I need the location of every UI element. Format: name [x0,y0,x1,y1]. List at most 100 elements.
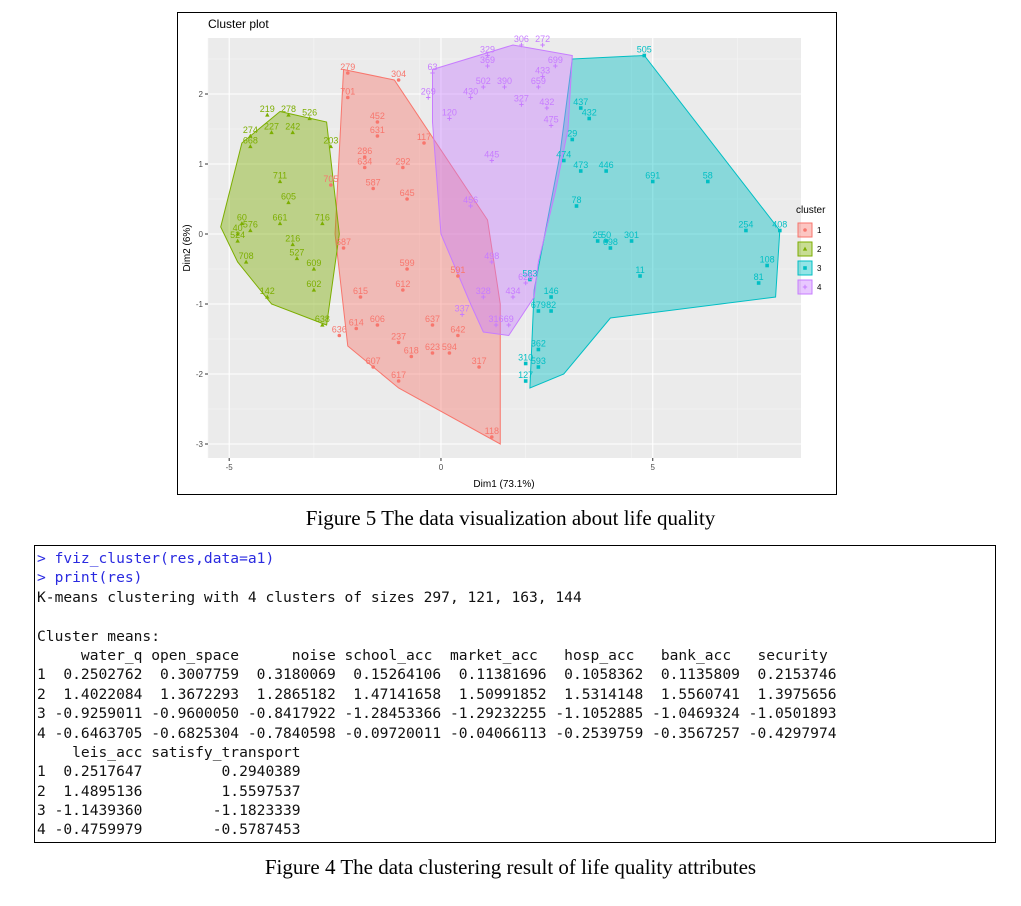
cluster-2-point-label: 576 [243,220,258,230]
cluster-1-point-label: 304 [391,69,406,79]
cluster-3-point [528,277,532,282]
legend-label-3: 3 [817,264,822,273]
legend-marker-3 [803,266,807,270]
console-output-line: 2 1.4895136 1.5597537 [37,782,301,800]
cluster-4-point [468,203,473,209]
cluster-2-point-label: 142 [260,286,275,296]
cluster-3-point-label: 127 [518,370,533,380]
cluster-1-point [345,95,350,100]
cluster-2-point [286,112,291,117]
cluster-2-point-label: 216 [285,234,300,244]
cluster-2-point [235,238,240,243]
cluster-4-point [489,259,494,265]
cluster-plot-figure: Cluster plot 279 304 701 452 631 286 634 292 117… [177,12,837,495]
cluster-4-point [481,294,486,300]
cluster-3-point [523,379,528,383]
cluster-1-point-label: 237 [391,332,406,342]
cluster-3-point-label: 310 [518,353,533,363]
console-output-line: 3 -0.9259011 -0.9600050 -0.8417922 -1.28… [37,705,837,723]
console-output-line: 1 0.2502762 0.3007759 0.3180069 0.152641… [37,666,837,684]
cluster-1-point-label: 631 [370,125,385,135]
plot-panel [208,38,801,458]
cluster-1-point [396,78,401,82]
cluster-4-point [485,53,490,58]
y-tick-label: -2 [196,370,204,379]
cluster-4-point [544,105,550,111]
cluster-3-point [549,295,553,299]
y-tick-label: 1 [199,160,204,169]
cluster-1-point-label: 637 [425,314,440,324]
cluster-2-point [277,221,283,226]
legend-label-4: 4 [817,283,822,292]
cluster-4-point-label: 337 [455,304,470,314]
cluster-4-point [481,84,486,90]
cluster-2-point-label: 605 [281,192,296,202]
y-axis-label: Dim2 (6%) [182,224,193,271]
cluster-1-point [358,295,363,299]
cluster-4-point [523,280,528,286]
cluster-2-point-label: 668 [243,136,258,146]
figure-5-caption: Figure 5 The data visualization about li… [305,506,716,530]
cluster-2-point [290,242,295,247]
cluster-1-point-label: 594 [442,342,457,352]
grid-lines [207,38,801,458]
legend-marker-4 [802,284,808,290]
cluster-2-point [243,259,249,264]
cluster-1-point [375,323,380,327]
r-console-output: > fviz_cluster(res,data=a1) > print(res) K… [34,545,996,843]
cluster-4-point [510,294,516,300]
cluster-3-point [778,228,782,233]
cluster-2-point-label: 716 [315,213,330,223]
cluster-4-point-label: 498 [484,251,499,261]
x-tick-label: 5 [651,463,656,472]
cluster-1-point [405,267,409,271]
cluster-1-point-label: 645 [400,188,415,198]
cluster-3-point [608,246,613,250]
cluster-4-point-label: 327 [514,94,529,104]
cluster-1-point-label: 599 [400,258,415,268]
legend-marker-2 [802,246,808,251]
legend-label-1: 1 [817,226,822,235]
cluster-1-point [456,333,460,338]
cluster-4-point [553,63,558,69]
cluster-4-point-label: 316 [489,314,504,324]
cluster-2-point [286,200,291,205]
cluster-1-point-label: 452 [370,111,385,121]
cluster-2-point [277,179,283,184]
cluster-1-point-label: 687 [336,237,351,247]
cluster-1-point [401,288,405,292]
cluster-2-point-label: 638 [315,314,330,324]
cluster-1-point-label: 591 [450,265,465,275]
console-output-line: K-means clustering with 4 clusters of si… [37,588,582,606]
cluster-4-point [548,123,554,128]
cluster-4-point [540,74,545,79]
cluster-4-point-label: 269 [421,87,436,97]
cluster-2-point [248,228,253,233]
cluster-2-point [320,221,325,226]
cluster-3-point-label: 437 [573,97,588,107]
cluster-1-point [375,134,380,138]
cluster-1-point [329,183,333,187]
cluster-1-point [401,165,405,170]
cluster-3-point [629,239,634,243]
cluster-4-point-label: 699 [548,55,563,65]
cluster-4-point-label: 430 [463,87,478,97]
cluster-4-point-label: 272 [535,34,550,44]
cluster-2-point-label: 708 [239,251,254,261]
cluster-2-point-label: 602 [306,279,321,289]
cluster-3-point-label: 691 [645,171,660,181]
console-output-line: 3 -1.1439360 -1.1823339 [37,802,301,820]
cluster-4-point-label: 63 [427,62,437,72]
cluster-3-point [549,309,553,313]
cluster-3-hull [529,54,781,389]
cluster-1-point-label: 587 [366,178,381,188]
cluster-3-point [756,281,761,285]
cluster-1-point-label: 615 [353,286,368,296]
cluster-4-point [519,42,524,48]
cluster-4-point [430,70,435,76]
cluster-2-point-label: 661 [272,213,287,223]
cluster-3-point-label: 593 [531,356,546,366]
figure-4-caption: Figure 4 The data clustering result of l… [264,855,757,879]
cluster-2-point [248,133,253,138]
